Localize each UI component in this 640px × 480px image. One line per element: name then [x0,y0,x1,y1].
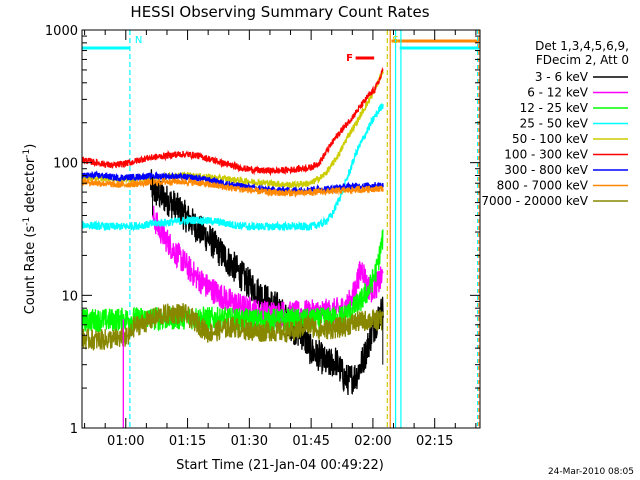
x-tick-label: 02:15 [416,434,453,449]
series-line-8 [82,303,384,351]
x-tick-label: 02:00 [354,434,391,449]
marker-label-N: N [135,35,142,46]
flare-flag-label: F [346,53,353,64]
legend-label-0: 3 - 6 keV [535,70,589,84]
legend-label-1: 6 - 12 keV [527,86,589,100]
y-tick-label: 100 [53,157,78,172]
footer-date: 24-Mar-2010 08:05 [548,467,634,477]
series-line-7 [82,176,384,199]
legend-label-8: 7000 - 20000 keV [481,194,588,208]
axis-ticks [82,29,480,429]
y-axis-label-end: ) [23,144,38,149]
y-axis-label-sup2: -1 [22,149,32,158]
marker-label-S: S [392,35,398,46]
legend-label-2: 12 - 25 keV [520,101,589,115]
legend-label-6: 300 - 800 keV [504,163,588,177]
plot-content: N S F [82,30,480,428]
plot-frame [81,29,481,429]
series-lines [82,66,384,428]
y-axis-label: Count Rate (s-1 detector-1) [22,144,38,315]
series-line-3 [82,103,384,232]
legend-label-3: 25 - 50 keV [520,117,589,131]
series-line-5 [82,66,384,177]
x-tick-label: 01:15 [169,434,206,449]
legend: Det 1,3,4,5,6,9, FDecim 2, Att 0 3 - 6 k… [481,39,629,208]
series-line-0 [149,169,384,396]
y-axis-label-main: Count Rate (s [23,226,38,315]
y-tick-label: 1000 [45,24,78,39]
legend-header-line1: Det 1,3,4,5,6,9, [535,39,629,53]
x-tick-label: 01:45 [292,434,329,449]
observation-markers: N S F [82,30,480,428]
legend-label-7: 800 - 7000 keV [497,179,589,193]
y-tick-label: 10 [61,289,78,304]
x-tick-label: 01:00 [107,434,144,449]
chart-title: HESSI Observing Summary Count Rates [130,3,429,21]
y-axis-label-mid: detector [23,157,38,217]
x-axis-label: Start Time (21-Jan-04 00:49:22) [176,458,384,473]
y-tick-label: 1 [70,422,78,437]
x-tick-label: 01:30 [231,434,268,449]
x-tick-labels: 01:00 01:15 01:30 01:45 02:00 02:15 [107,434,453,449]
legend-label-5: 100 - 300 keV [504,148,588,162]
y-tick-labels: 1 10 100 1000 [45,24,78,437]
legend-label-4: 50 - 100 keV [512,132,589,146]
y-axis-label-sup1: -1 [22,217,32,226]
legend-header-line2: FDecim 2, Att 0 [536,53,629,67]
